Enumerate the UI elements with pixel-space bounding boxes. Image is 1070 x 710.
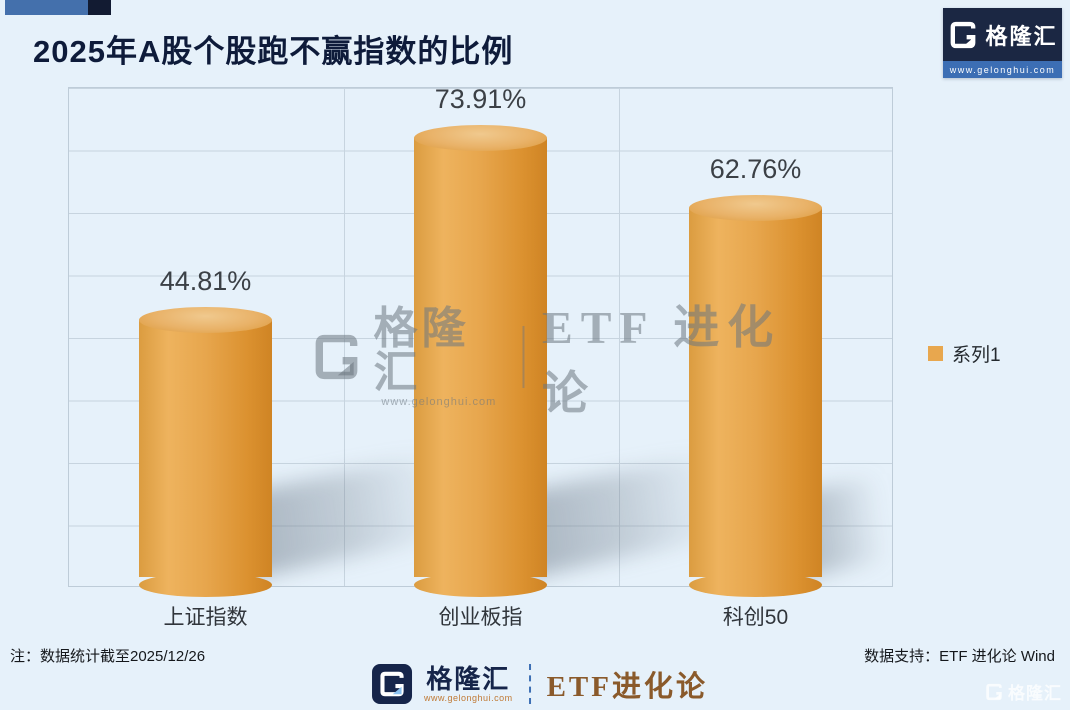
gelonghui-g-icon <box>947 19 979 51</box>
category-label: 上证指数 <box>163 606 248 629</box>
data-support: 数据支持：ETF 进化论 Wind <box>864 648 1055 665</box>
category-axis: 上证指数 创业板指 科创50 <box>68 601 893 631</box>
bars-layer <box>68 87 893 597</box>
footer-brand-url: www.gelonghui.com <box>424 692 513 703</box>
corner-watermark-text: 格隆汇 <box>1008 684 1062 703</box>
plot-area: 44.81% 73.91% 62.76% <box>68 84 893 597</box>
header-accent-navy <box>88 0 111 15</box>
gelonghui-logo-badge: 格隆汇 www.gelonghui.com <box>943 8 1062 78</box>
bar-科创50 <box>689 194 822 597</box>
legend: 系列1 <box>928 340 1001 367</box>
footer-tagline: ETF进化论 <box>546 671 708 703</box>
category-label: 科创50 <box>722 606 789 629</box>
legend-swatch <box>928 346 943 361</box>
data-note: 注：数据统计截至2025/12/26 <box>10 648 206 665</box>
page-title: 2025年A股个股跑不赢指数的比例 <box>33 34 514 69</box>
header-accent-blue <box>5 0 88 15</box>
bar-创业板指 <box>414 125 547 597</box>
footer-brand-lockup: 格隆汇 www.gelonghui.com ETF进化论 <box>372 663 708 705</box>
gelonghui-g-icon <box>372 664 413 704</box>
corner-watermark: 格隆汇 <box>984 679 1062 704</box>
gelonghui-g-icon <box>984 682 1004 702</box>
legend-label: 系列1 <box>952 345 1001 366</box>
brand-name: 格隆汇 <box>985 23 1058 49</box>
bar-上证指数 <box>139 306 272 597</box>
category-label: 创业板指 <box>438 606 523 629</box>
footer-brand-name: 格隆汇 <box>426 663 511 694</box>
vertical-gridline <box>619 88 620 586</box>
brand-url: www.gelonghui.com <box>943 61 1062 78</box>
footer-divider <box>528 664 531 704</box>
